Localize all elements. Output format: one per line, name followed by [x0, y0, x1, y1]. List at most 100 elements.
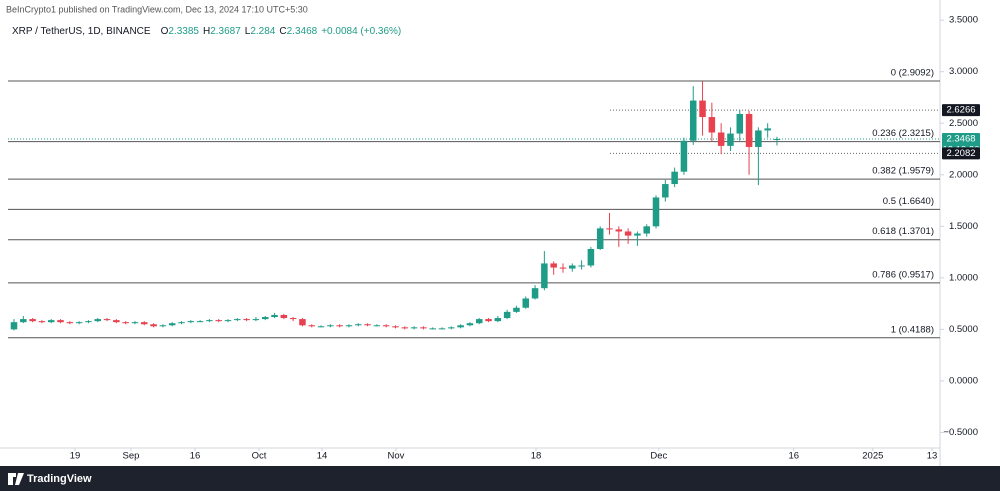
candle-body — [280, 314, 288, 319]
candle-body — [466, 323, 474, 326]
candle-body — [401, 327, 409, 329]
ohlc-key: H — [203, 26, 210, 37]
candle-body — [438, 328, 446, 330]
candle-body — [243, 319, 250, 321]
candle-body — [57, 320, 64, 323]
candle-body — [671, 171, 678, 185]
candle-body — [587, 248, 595, 266]
candle-body — [578, 265, 585, 267]
candle-body — [513, 307, 520, 312]
symbol: XRP / TetherUS, 1D, BINANCE — [12, 26, 151, 37]
candle-body — [10, 322, 18, 330]
candle-body — [755, 130, 762, 147]
fib-label: 1 (0.4188) — [891, 324, 934, 335]
candle-body — [234, 319, 241, 321]
candle-body — [168, 323, 176, 326]
candle-body — [503, 311, 511, 319]
candle-body — [392, 326, 399, 328]
fib-label: 0.236 (2.3215) — [872, 128, 934, 139]
price-badge-label: 2.3468 — [946, 134, 975, 145]
fib-label: 0.786 (0.9517) — [872, 269, 934, 280]
candle-body — [66, 322, 74, 324]
candle-body — [559, 267, 567, 269]
candle-body — [336, 325, 343, 327]
x-tick-label: Oct — [252, 451, 267, 462]
candle-body — [662, 184, 669, 198]
candle-body — [47, 320, 55, 323]
x-tick-label: Nov — [388, 451, 405, 462]
ohlc-value: 2.3468 — [287, 26, 318, 37]
y-tick-label: 1.0000 — [949, 272, 978, 283]
brand: TradingView — [27, 473, 92, 485]
candle-body — [364, 324, 371, 326]
candle-body — [745, 113, 753, 147]
ohlc-value: 2.3385 — [168, 26, 199, 37]
candle-body — [531, 288, 539, 299]
header: BeInCrypto1 published on TradingView.com… — [6, 4, 308, 14]
fib-label: 0.618 (1.3701) — [872, 226, 934, 237]
candle-body — [122, 322, 129, 324]
price-badge-label: 2.6266 — [946, 105, 975, 116]
candle-body — [178, 322, 185, 324]
candle-body — [596, 228, 604, 249]
candle-body — [708, 117, 716, 133]
change: +0.0084 (+0.36%) — [321, 26, 401, 37]
x-tick-label: 13 — [927, 451, 938, 462]
candle-body — [764, 128, 771, 131]
candle-body — [38, 321, 46, 323]
y-tick-label: −0.5000 — [943, 427, 978, 438]
candle-body — [429, 328, 436, 330]
candle-body — [94, 319, 101, 322]
candle-body — [448, 327, 455, 329]
candle-body — [224, 320, 232, 322]
candle-body — [736, 113, 744, 134]
candle-body — [494, 318, 502, 322]
symbol-legend: XRP / TetherUS, 1D, BINANCE O2.3385 H2.368… — [12, 26, 401, 37]
fib-label: 0 (2.9092) — [891, 68, 934, 79]
candle-body — [308, 325, 316, 327]
candle-body — [215, 320, 222, 322]
y-tick-label: 3.0000 — [949, 66, 978, 77]
footer-bar — [0, 466, 1000, 491]
candle-body — [345, 325, 353, 327]
x-tick-label: 19 — [70, 451, 81, 462]
candle-body — [382, 325, 390, 327]
y-tick-label: 2.0000 — [949, 169, 978, 180]
candle-body — [20, 319, 27, 323]
candle-body — [643, 226, 650, 234]
candle-body — [252, 319, 260, 321]
candle-body — [141, 322, 148, 325]
candle-body — [131, 322, 139, 324]
x-tick-label: 16 — [788, 451, 799, 462]
x-tick-label: Sep — [123, 451, 140, 462]
brand-logo: TradingView — [8, 473, 92, 485]
price-badge — [942, 147, 980, 160]
candle-body — [261, 317, 269, 320]
candle-body — [187, 321, 195, 323]
candle-body — [727, 133, 734, 146]
x-tick-label: 18 — [531, 451, 542, 462]
y-tick-label: 2.5000 — [949, 118, 978, 129]
candle-body — [680, 140, 688, 172]
candle-body — [541, 263, 548, 289]
candle-body — [569, 265, 576, 269]
candle-body — [75, 322, 83, 324]
candle-body — [103, 319, 111, 321]
ohlc-key: L — [245, 26, 251, 37]
y-tick-label: 1.5000 — [949, 221, 978, 232]
fib-label: 0.5 (1.6640) — [883, 196, 934, 207]
x-tick-label: 16 — [190, 451, 201, 462]
y-tick-label: 0.5000 — [949, 324, 978, 335]
candle-body — [550, 263, 557, 268]
candle-body — [159, 325, 167, 327]
price-badge-label: 2.2082 — [946, 148, 975, 159]
candle-body — [615, 229, 623, 232]
x-tick-label: Dec — [650, 451, 667, 462]
candle-body — [355, 324, 362, 326]
candle-body — [699, 100, 706, 118]
fib-label: 0.382 (1.9579) — [872, 166, 934, 177]
candle-body — [606, 228, 613, 230]
candle-body — [634, 233, 641, 236]
